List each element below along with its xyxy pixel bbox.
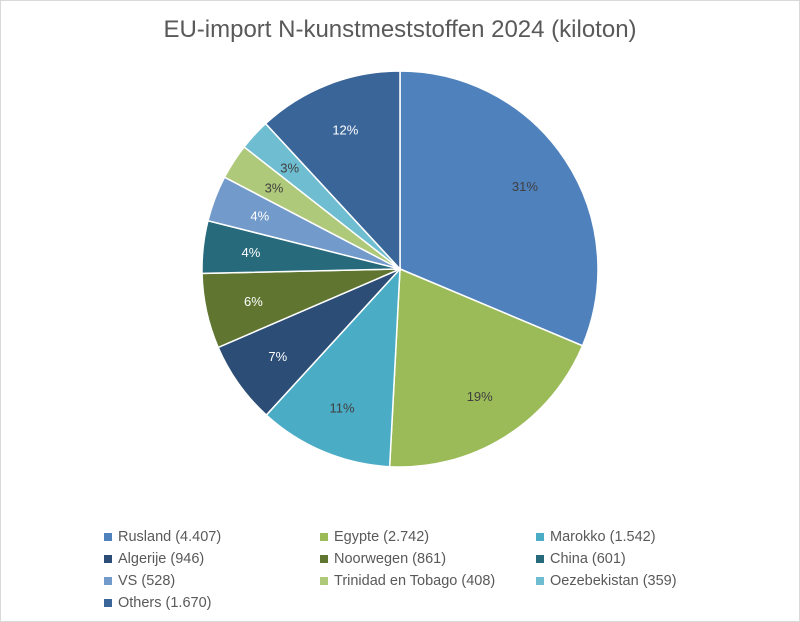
legend-label: Egypte (2.742)	[334, 529, 430, 545]
legend-label: Oezebekistan (359)	[550, 573, 677, 589]
legend-label: Marokko (1.542)	[550, 529, 656, 545]
legend-item: Noorwegen (861)	[320, 549, 536, 569]
legend-item: Egypte (2.742)	[320, 527, 536, 547]
legend-label: Others (1.670)	[118, 595, 212, 611]
legend-swatch	[104, 577, 112, 585]
legend-swatch	[104, 555, 112, 563]
chart-legend: Rusland (4.407) Egypte (2.742) Marokko (1.…	[104, 527, 784, 613]
slice-percent-label: 6%	[244, 294, 263, 309]
legend-label: China (601)	[550, 551, 626, 567]
legend-swatch	[320, 555, 328, 563]
slice-percent-label: 3%	[265, 181, 284, 196]
legend-swatch	[320, 577, 328, 585]
legend-label: Noorwegen (861)	[334, 551, 447, 567]
legend-swatch	[536, 577, 544, 585]
legend-swatch	[104, 533, 112, 541]
pie-slice	[388, 267, 584, 468]
chart-title: EU-import N-kunstmeststoffen 2024 (kilot…	[163, 16, 637, 43]
slice-percent-label: 12%	[332, 122, 358, 137]
legend-item: Marokko (1.542)	[536, 527, 776, 547]
slice-percent-label: 4%	[250, 209, 269, 224]
legend-label: Rusland (4.407)	[118, 529, 222, 545]
slice-percent-label: 7%	[268, 349, 287, 364]
pie-slice	[265, 266, 401, 468]
legend-label: Trinidad en Tobago (408)	[334, 573, 496, 589]
legend-item: Oezebekistan (359)	[536, 571, 776, 591]
legend-label: Algerije (946)	[118, 551, 205, 567]
legend-item: VS (528)	[104, 571, 320, 591]
legend-item: Rusland (4.407)	[104, 527, 320, 547]
legend-label: VS (528)	[118, 573, 176, 589]
legend-item: China (601)	[536, 549, 776, 569]
legend-swatch	[536, 533, 544, 541]
pie-slice	[264, 70, 401, 271]
slice-percent-label: 19%	[467, 389, 493, 404]
legend-swatch	[320, 533, 328, 541]
slice-percent-label: 31%	[512, 179, 538, 194]
legend-swatch	[536, 555, 544, 563]
pie-slice	[399, 70, 599, 347]
legend-item: Algerije (946)	[104, 549, 320, 569]
slice-percent-label: 4%	[242, 245, 261, 260]
legend-swatch	[104, 599, 112, 607]
slice-percent-label: 11%	[330, 400, 355, 415]
legend-item: Trinidad en Tobago (408)	[320, 571, 536, 591]
slice-percent-label: 3%	[280, 160, 299, 175]
legend-item: Others (1.670)	[104, 593, 320, 613]
